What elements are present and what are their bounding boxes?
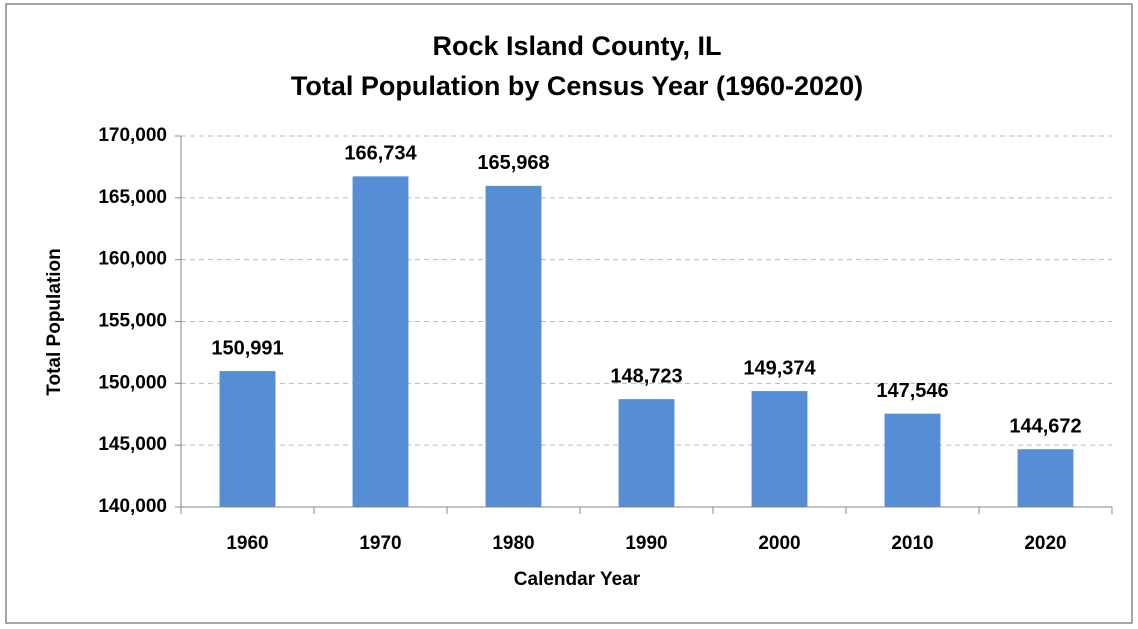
bar bbox=[884, 413, 941, 507]
y-tick-label: 145,000 bbox=[98, 434, 167, 455]
x-tick-label: 2020 bbox=[1024, 533, 1066, 554]
y-tick-label: 150,000 bbox=[98, 372, 167, 393]
bar bbox=[219, 371, 276, 507]
y-axis-label: Total Population bbox=[44, 248, 65, 395]
y-tick-label: 165,000 bbox=[98, 187, 167, 208]
data-label: 144,672 bbox=[1009, 416, 1081, 438]
data-label: 166,734 bbox=[344, 143, 417, 165]
x-tick-label: 2000 bbox=[758, 533, 800, 554]
x-tick-label: 1990 bbox=[625, 533, 667, 554]
y-tick-label: 170,000 bbox=[98, 125, 167, 146]
y-tick-label: 140,000 bbox=[98, 496, 167, 517]
bar bbox=[352, 176, 409, 507]
chart-title: Rock Island County, IL bbox=[432, 31, 721, 61]
x-tick-label: 1980 bbox=[492, 533, 534, 554]
data-label: 150,991 bbox=[211, 337, 283, 359]
data-label: 148,723 bbox=[610, 365, 682, 387]
x-tick-label: 2010 bbox=[891, 533, 933, 554]
data-label: 149,374 bbox=[743, 357, 816, 379]
y-tick-label: 160,000 bbox=[98, 249, 167, 270]
bar bbox=[751, 391, 808, 507]
bar bbox=[1017, 449, 1074, 507]
data-label: 147,546 bbox=[876, 380, 948, 402]
chart-border bbox=[5, 3, 1133, 624]
bar bbox=[485, 185, 542, 507]
data-label: 165,968 bbox=[477, 152, 549, 174]
x-tick-label: 1960 bbox=[226, 533, 268, 554]
y-tick-label: 155,000 bbox=[98, 311, 167, 332]
x-axis-label: Calendar Year bbox=[514, 569, 641, 590]
chart-subtitle: Total Population by Census Year (1960-20… bbox=[291, 71, 863, 101]
x-tick-label: 1970 bbox=[359, 533, 401, 554]
bar bbox=[618, 399, 675, 507]
